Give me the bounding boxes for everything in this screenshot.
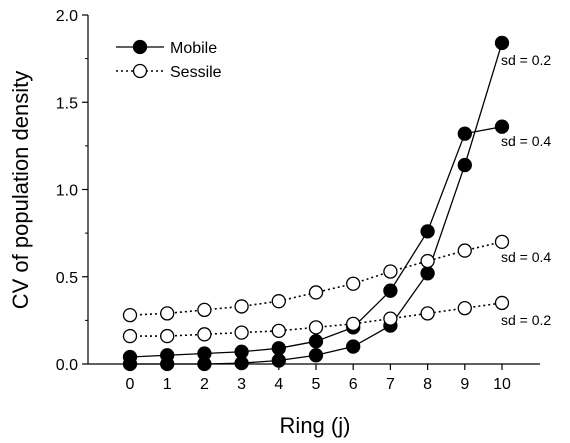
y-tick-label: 0.5 bbox=[56, 270, 78, 287]
data-point bbox=[197, 302, 212, 318]
y-tick-label: 1.0 bbox=[56, 183, 78, 200]
data-point bbox=[457, 126, 472, 141]
data-point bbox=[420, 224, 435, 239]
data-point bbox=[383, 283, 398, 298]
x-tick-label: 8 bbox=[423, 376, 432, 393]
data-point bbox=[308, 285, 324, 300]
y-tick-label: 0.0 bbox=[56, 357, 78, 374]
sd-label: sd = 0.2 bbox=[501, 52, 551, 68]
sd-labels: sd = 0.2 sd = 0.4 sd = 0.4 sd = 0.2 bbox=[501, 52, 551, 328]
data-point bbox=[160, 328, 175, 344]
data-point bbox=[457, 243, 472, 258]
data-point bbox=[457, 157, 472, 173]
series-sessile bbox=[122, 295, 510, 344]
data-point bbox=[494, 295, 510, 311]
legend-item-mobile: Mobile bbox=[116, 39, 217, 57]
data-point bbox=[234, 325, 249, 340]
x-tick-label: 7 bbox=[386, 376, 395, 393]
data-point bbox=[197, 327, 212, 342]
x-tick-label: 2 bbox=[200, 376, 209, 393]
legend-label: Mobile bbox=[170, 40, 217, 57]
legend-item-sessile: Sessile bbox=[116, 63, 222, 81]
data-point bbox=[308, 320, 324, 335]
x-axis-title: Ring (j) bbox=[280, 413, 351, 438]
data-point bbox=[346, 339, 361, 354]
data-point bbox=[160, 306, 175, 321]
data-point bbox=[383, 264, 398, 279]
data-point bbox=[383, 311, 398, 326]
sd-label: sd = 0.4 bbox=[501, 133, 551, 149]
data-point bbox=[271, 341, 286, 356]
data-point bbox=[160, 348, 175, 363]
data-point bbox=[234, 344, 249, 359]
data-point bbox=[122, 307, 138, 323]
legend-marker bbox=[132, 63, 148, 79]
x-tick-label: 0 bbox=[126, 376, 135, 393]
data-point bbox=[494, 119, 510, 134]
series-line bbox=[129, 241, 503, 316]
data-point bbox=[457, 301, 472, 316]
data-point bbox=[197, 346, 212, 361]
data-point bbox=[420, 253, 435, 269]
sd-label: sd = 0.2 bbox=[501, 312, 551, 328]
data-point bbox=[494, 234, 510, 250]
data-point bbox=[420, 306, 435, 321]
data-point bbox=[234, 299, 249, 314]
series-line bbox=[130, 42, 503, 365]
legend-marker bbox=[132, 39, 148, 55]
x-tick-label: 10 bbox=[493, 376, 511, 393]
data-point bbox=[271, 294, 286, 309]
x-tick-label: 5 bbox=[312, 376, 321, 393]
data-point bbox=[494, 35, 510, 51]
legend: Mobile Sessile bbox=[116, 39, 222, 81]
data-point bbox=[420, 266, 435, 281]
data-point bbox=[346, 276, 361, 291]
data-point bbox=[271, 353, 286, 368]
x-tick-label: 4 bbox=[274, 376, 283, 393]
series-layer bbox=[122, 35, 510, 372]
sd-label: sd = 0.4 bbox=[501, 249, 551, 265]
x-tick-label: 1 bbox=[163, 376, 172, 393]
series-sessile bbox=[122, 234, 510, 323]
data-point bbox=[271, 323, 286, 338]
data-point bbox=[308, 348, 324, 363]
x-tick-label: 9 bbox=[460, 376, 469, 393]
x-tick-label: 6 bbox=[349, 376, 358, 393]
y-tick-label: 2.0 bbox=[56, 8, 78, 25]
data-point bbox=[308, 334, 324, 349]
y-tick-label: 1.5 bbox=[56, 95, 78, 112]
x-tick-label: 3 bbox=[237, 376, 246, 393]
legend-label: Sessile bbox=[170, 64, 222, 81]
y-axis-title: CV of population density bbox=[8, 71, 33, 310]
data-point bbox=[346, 316, 361, 332]
data-point bbox=[122, 349, 138, 365]
series-mobile bbox=[122, 119, 510, 365]
data-point bbox=[122, 328, 138, 344]
